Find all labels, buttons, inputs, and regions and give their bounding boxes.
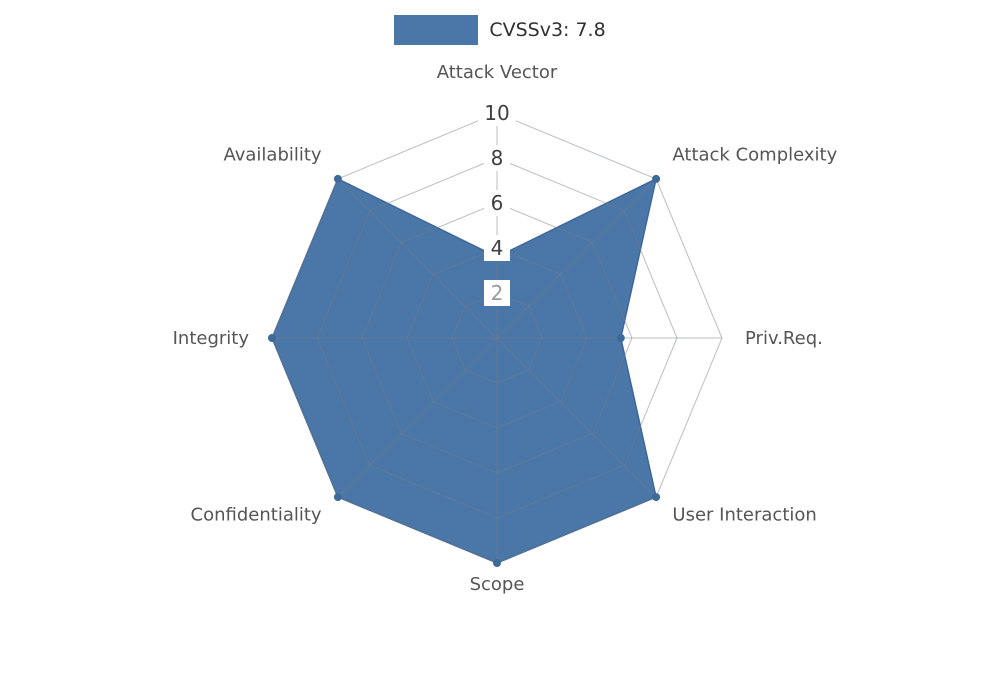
legend-swatch [394, 15, 479, 45]
radar-axis-spoke [496, 178, 657, 339]
radar-axis-spoke [337, 178, 498, 339]
radar-marker [333, 493, 342, 502]
legend-label: CVSSv3: 7.8 [489, 19, 606, 41]
radar-tick-label: 4 [491, 236, 504, 260]
radar-tick-label: 2 [491, 281, 504, 305]
chart-legend: CVSSv3: 7.8 [0, 15, 1000, 45]
radar-marker [652, 174, 661, 183]
radar-marker [333, 174, 342, 183]
radar-marker [652, 493, 661, 502]
radar-tick-box [484, 190, 510, 216]
radar-tick-label: 6 [491, 191, 504, 215]
radar-marker [616, 334, 625, 342]
radar-axis-label-attack-complexity: Attack Complexity [672, 145, 837, 166]
radar-marker [268, 334, 276, 342]
radar-axis-spoke [496, 337, 657, 498]
radar-tick-box [484, 235, 510, 261]
radar-tick-box [484, 280, 510, 306]
radar-tick-label: 10 [484, 101, 509, 125]
radar-axis-label-availability: Availability [223, 145, 321, 166]
radar-axis-label-confidentiality: Confidentiality [191, 504, 322, 525]
radar-axis-spoke [337, 337, 498, 498]
legend-item-cvssv3[interactable]: CVSSv3: 7.8 [394, 15, 606, 45]
radar-axis-label-priv-req: Priv.Req. [745, 328, 823, 349]
radar-tick-box [484, 145, 510, 171]
radar-axis-label-user-interaction: User Interaction [672, 504, 816, 525]
radar-axis-label-attack-vector: Attack Vector [437, 62, 558, 83]
radar-marker [493, 559, 501, 567]
radar-tick-box [478, 100, 516, 126]
radar-axis-label-integrity: Integrity [173, 328, 250, 349]
radar-axis-label-scope: Scope [470, 574, 525, 595]
radar-tick-label: 8 [491, 146, 504, 170]
